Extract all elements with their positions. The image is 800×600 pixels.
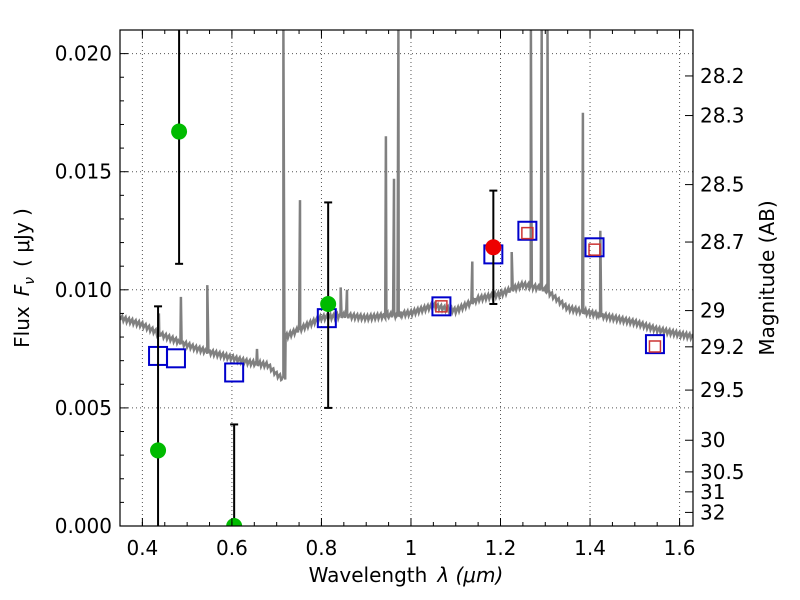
y-tick-label: 0.000 (55, 514, 112, 538)
x-axis-title: Wavelength λ (μm) (309, 563, 504, 587)
mag-tick-label: 28.3 (700, 104, 745, 128)
axes: 0.4 0.6 0.8 1 1.2 1.4 1.6 0.000 0.005 0.010 0.015 0… (55, 30, 745, 560)
observed-photometry-square (588, 243, 601, 256)
model-photometry-square (431, 296, 452, 317)
model-photometry-square (517, 220, 538, 241)
x-tick-label: 1.2 (485, 536, 517, 560)
y-tick-label: 0.015 (55, 160, 112, 184)
model-photometry-square (165, 348, 186, 369)
observed-photometry-square (435, 300, 448, 313)
model-photometry-square (644, 334, 665, 355)
y-axis-title: FluxFν( μJy ) (10, 208, 38, 348)
x-tick-label: 1 (405, 536, 418, 560)
mag-tick-label: 28.5 (700, 173, 745, 197)
x-tick-label: 0.4 (126, 536, 158, 560)
observed-photometry-square (648, 340, 662, 353)
mag-tick-label: 29.2 (700, 335, 745, 359)
grid-lines (120, 30, 693, 527)
plot-area (120, 30, 693, 526)
mag-tick-label: 29.5 (700, 378, 745, 402)
mag-tick-label: 31 (700, 480, 725, 504)
low-snr-flux-point (171, 123, 188, 140)
low-snr-flux-point (150, 442, 167, 459)
sed-model-line (120, 30, 693, 383)
right-axis-title: Magnitude (AB) (755, 200, 779, 355)
mag-tick-label: 28.2 (700, 64, 745, 88)
y-tick-label: 0.020 (55, 42, 112, 66)
mag-tick-label: 28.7 (700, 230, 745, 254)
mag-tick-label: 29 (700, 299, 725, 323)
x-tick-label: 1.6 (664, 536, 696, 560)
low-snr-flux-point (320, 295, 337, 312)
model-photometry-square (224, 362, 245, 383)
x-tick-label: 1.4 (574, 536, 606, 560)
plot-frame (119, 29, 694, 527)
mag-tick-label: 30 (700, 428, 725, 452)
y-tick-label: 0.010 (55, 278, 112, 302)
x-tick-label: 0.6 (216, 536, 248, 560)
x-tick-label: 0.8 (306, 536, 338, 560)
y-tick-label: 0.005 (55, 396, 112, 420)
observed-photometry-square (521, 226, 534, 240)
mag-tick-label: 30.5 (700, 460, 745, 484)
measured-flux-point (485, 239, 502, 256)
mag-tick-label: 32 (700, 500, 725, 524)
low-snr-flux-point (226, 518, 243, 526)
model-photometry-square (584, 237, 605, 258)
